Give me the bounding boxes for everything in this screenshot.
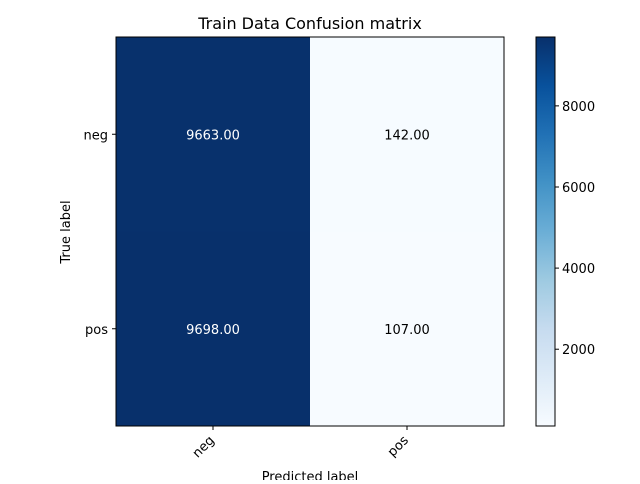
colorbar bbox=[536, 37, 555, 426]
x-axis-label: Predicted label bbox=[262, 470, 359, 480]
heatmap-cell-pos-pos bbox=[310, 231, 504, 426]
x-tick-label: neg bbox=[190, 433, 218, 461]
colorbar-frame bbox=[535, 36, 556, 427]
cell-value-label: 107.00 bbox=[384, 323, 430, 338]
colorbar-tick-label: 8000 bbox=[562, 100, 595, 115]
cell-value-label: 9663.00 bbox=[186, 128, 240, 143]
colorbar-tick-label: 6000 bbox=[562, 181, 595, 196]
x-tick-label: pos bbox=[385, 433, 412, 460]
y-axis-label: True label bbox=[59, 200, 74, 264]
colorbar-tick-label: 2000 bbox=[562, 343, 595, 358]
y-tick-label: neg bbox=[84, 128, 109, 143]
chart-title: Train Data Confusion matrix bbox=[197, 14, 422, 33]
heatmap-cell-neg-neg bbox=[116, 37, 310, 232]
heatmap-cell-neg-pos bbox=[310, 37, 504, 232]
cell-value-label: 9698.00 bbox=[186, 323, 240, 338]
heatmap-cell-pos-neg bbox=[116, 231, 310, 426]
colorbar-tick-label: 4000 bbox=[562, 262, 595, 277]
plot-frame bbox=[115, 36, 505, 427]
cell-value-label: 142.00 bbox=[384, 128, 430, 143]
y-tick-label: pos bbox=[85, 323, 108, 338]
